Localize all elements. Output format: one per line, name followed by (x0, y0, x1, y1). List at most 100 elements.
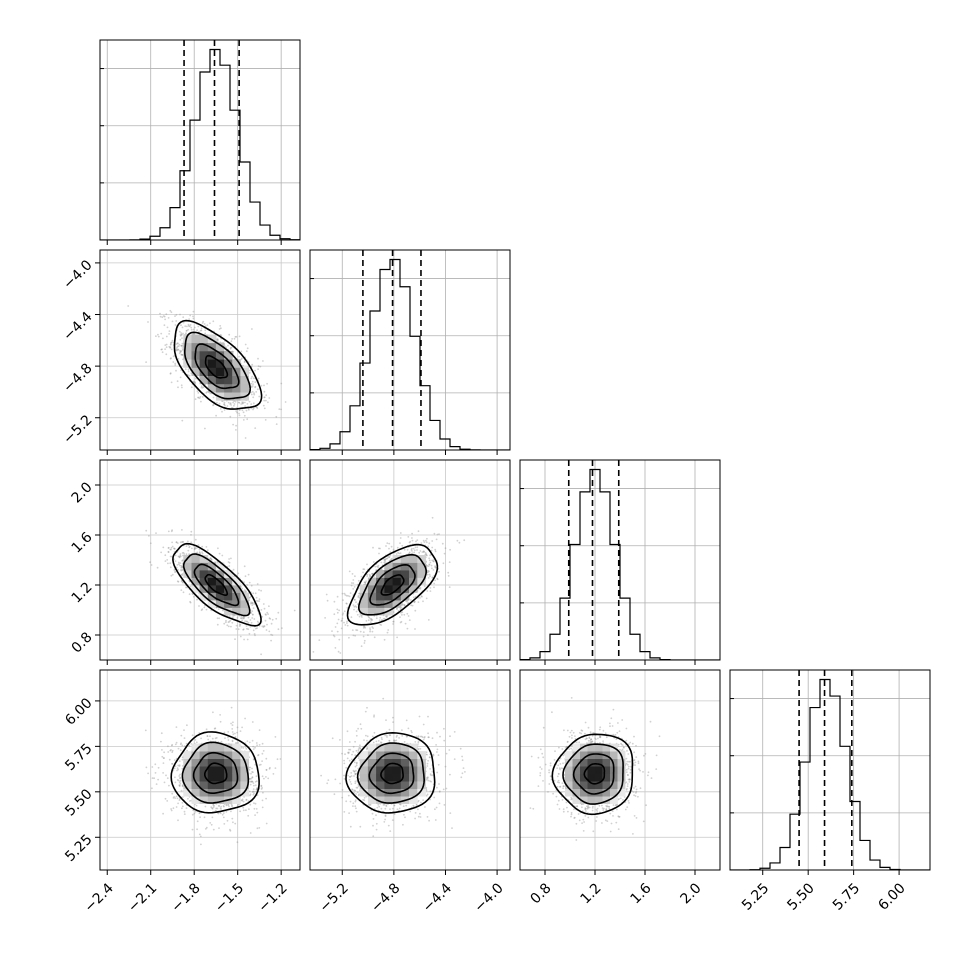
sample-point (367, 634, 369, 636)
sample-point (419, 597, 421, 599)
density-cell (215, 351, 225, 360)
density-cell (232, 383, 241, 393)
histogram-line (100, 48, 300, 240)
sample-point (167, 317, 170, 319)
sample-point (230, 722, 233, 725)
sample-point (390, 558, 392, 561)
sample-point (174, 362, 177, 365)
sample-point (212, 320, 215, 323)
density-cell (392, 570, 402, 578)
sample-point (354, 575, 356, 578)
sample-point (257, 365, 260, 368)
sample-point (211, 737, 214, 740)
density-cell (199, 375, 209, 385)
sample-point (426, 554, 428, 557)
sample-point (422, 539, 425, 542)
sample-point (342, 599, 344, 601)
density-cell (367, 607, 377, 616)
sample-point (250, 386, 253, 389)
sample-point (179, 349, 181, 352)
sample-point (225, 346, 228, 349)
sample-point (250, 584, 253, 587)
sample-point (251, 776, 254, 778)
sample-point (432, 569, 435, 571)
sample-point (447, 571, 450, 574)
sample-point (425, 541, 428, 544)
sample-point (220, 334, 223, 337)
sample-point (191, 813, 194, 816)
sample-point (268, 630, 271, 633)
sample-point (255, 596, 258, 599)
sample-point (433, 586, 435, 589)
sample-point (256, 827, 259, 830)
sample-point (431, 559, 434, 562)
contour-line (369, 563, 416, 606)
sample-point (165, 353, 168, 356)
sample-point (238, 414, 241, 417)
sample-point (359, 630, 362, 633)
sample-point (177, 779, 180, 782)
sample-point (225, 621, 227, 624)
sample-point (352, 582, 355, 584)
sample-point (204, 427, 206, 430)
density-cell (207, 351, 217, 360)
sample-point (172, 807, 175, 810)
sample-point (181, 349, 184, 351)
sample-point (350, 584, 353, 587)
sample-point (447, 575, 450, 577)
sample-point (201, 552, 204, 555)
sample-point (223, 401, 226, 404)
sample-point (220, 808, 222, 810)
density-cell (417, 577, 426, 586)
sample-point (265, 629, 268, 631)
sample-point (244, 401, 246, 404)
sample-point (249, 780, 252, 783)
sample-point (345, 602, 348, 605)
sample-point (385, 557, 388, 560)
sample-point (265, 399, 267, 402)
sample-point (183, 813, 186, 815)
density-cell (384, 585, 393, 593)
sample-point (426, 565, 428, 567)
sample-point (348, 595, 351, 598)
sample-point (252, 396, 255, 399)
sample-point (175, 313, 178, 316)
contour-line (204, 354, 229, 379)
sample-point (248, 409, 250, 411)
density-cell (367, 585, 377, 593)
sample-point (346, 606, 349, 609)
sample-point (190, 326, 193, 329)
contours (346, 543, 439, 626)
sample-point (181, 744, 184, 747)
sample-point (188, 374, 191, 377)
sample-point (372, 546, 374, 549)
sample-point (234, 732, 236, 735)
density-cell (207, 383, 217, 393)
density-cell (376, 592, 385, 601)
sample-point (220, 327, 222, 330)
sample-point (249, 619, 252, 621)
sample-point (383, 558, 385, 561)
sample-point (176, 779, 179, 781)
sample-point (367, 619, 370, 622)
sample-point (197, 325, 200, 328)
sample-point (177, 348, 180, 351)
y-tick-label: −4.8 (60, 360, 95, 395)
density-cell (384, 577, 393, 586)
sample-point (244, 405, 247, 407)
sample-point (190, 534, 192, 536)
sample-point (318, 639, 321, 641)
sample-point (425, 539, 427, 542)
sample-point (227, 401, 230, 404)
sample-point (388, 556, 391, 558)
sample-point (178, 563, 180, 566)
sample-point (248, 400, 251, 403)
sample-point (171, 763, 173, 765)
sample-point (340, 627, 343, 630)
sample-point (181, 541, 183, 543)
sample-point (259, 365, 262, 368)
sample-point (357, 596, 360, 598)
panel-frame (99, 249, 301, 451)
sample-point (246, 403, 249, 405)
density-cell (199, 334, 209, 344)
